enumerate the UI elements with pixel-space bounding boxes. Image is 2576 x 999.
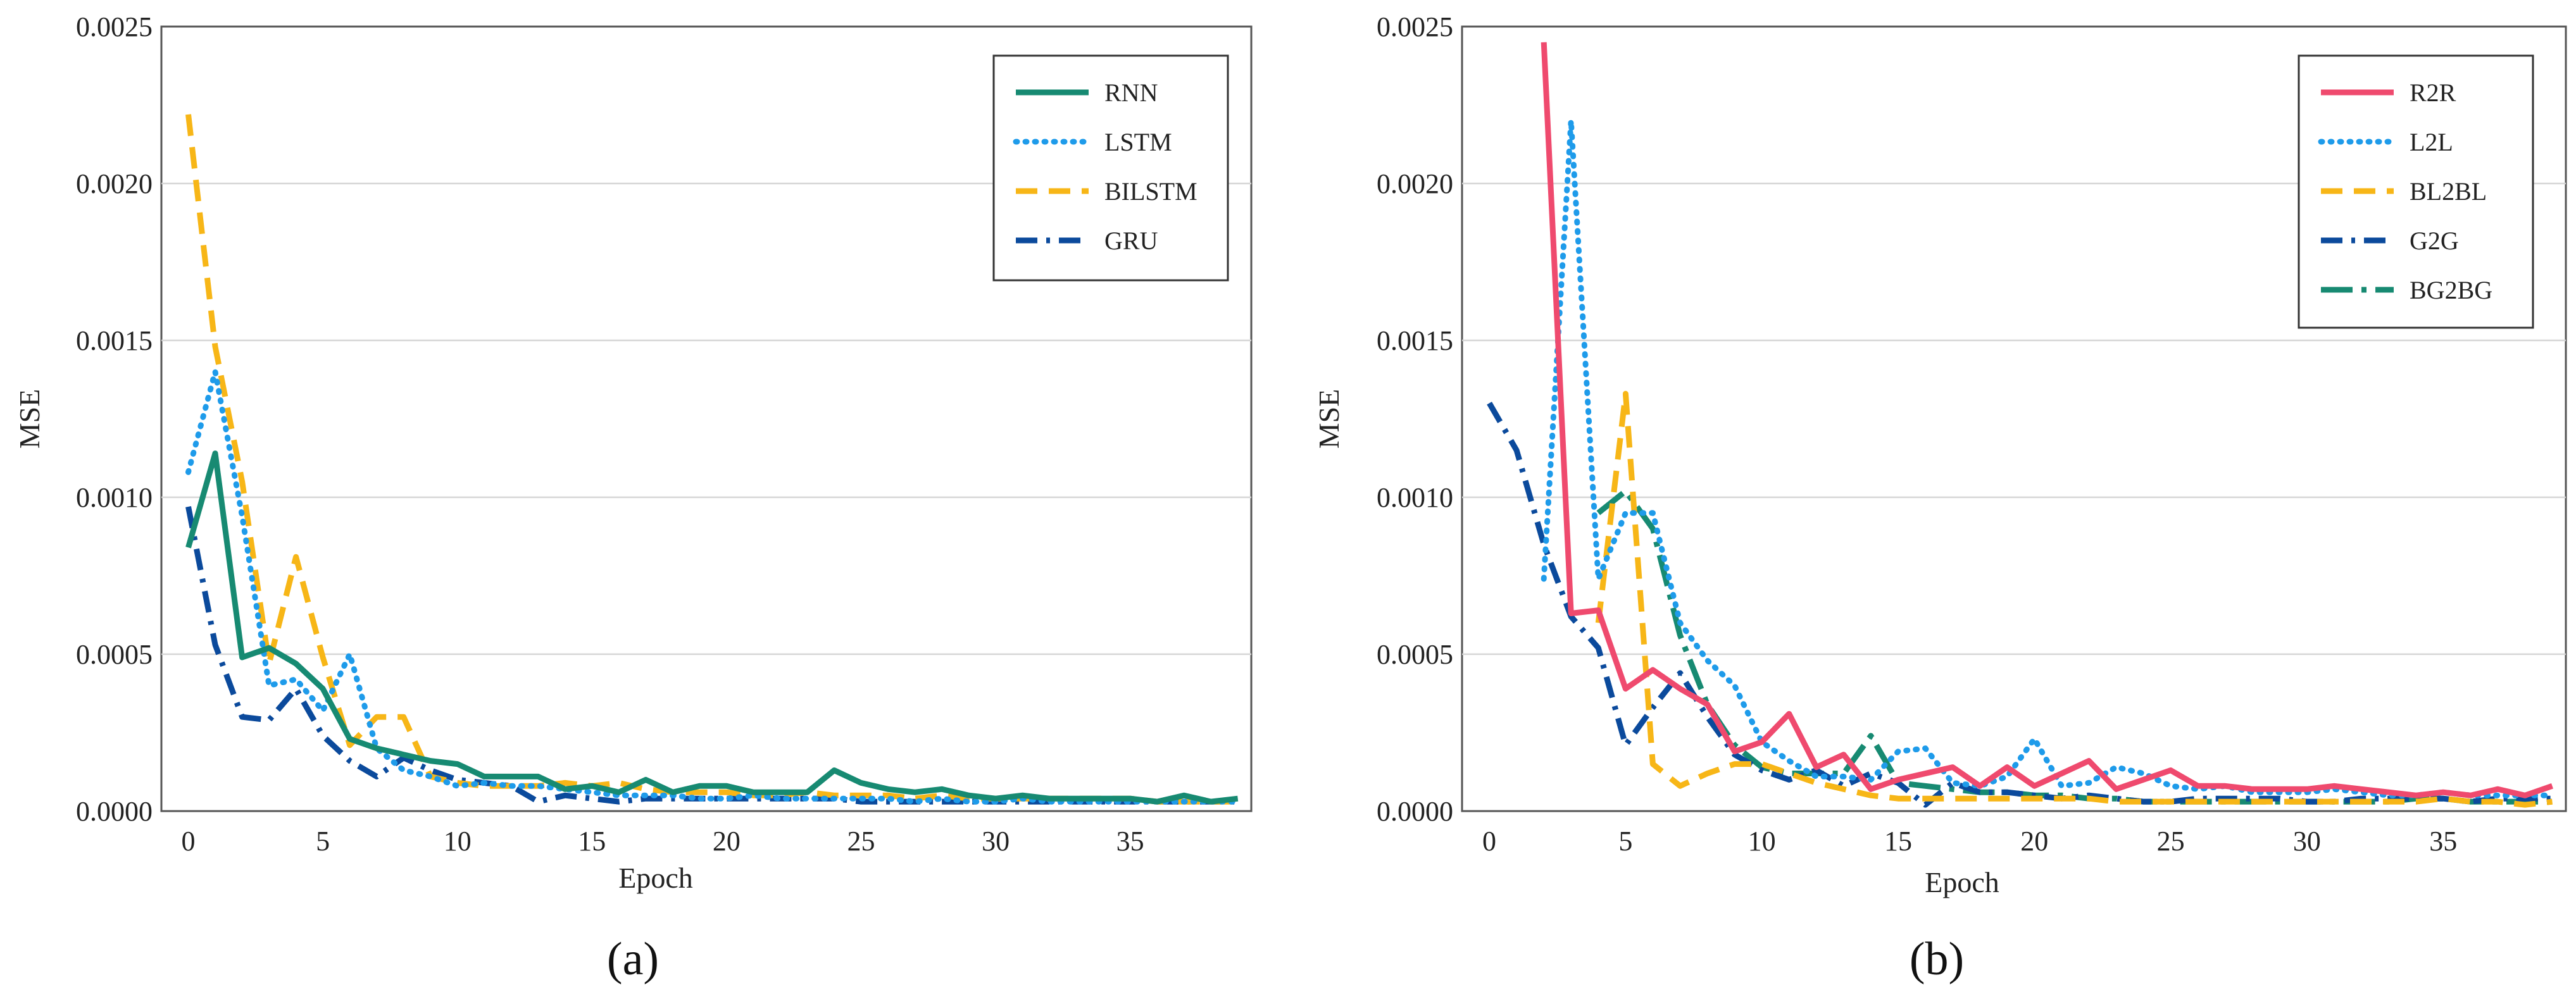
- x-ticks-a: 0 5 10 15 20 25 30 35: [182, 826, 1144, 857]
- y-tick-label: 0.0010: [76, 482, 153, 513]
- panel-label-a: (a): [607, 933, 659, 985]
- legend-b: R2R L2L BL2BL G2G BG2BG: [2298, 54, 2534, 329]
- x-tick-label: 20: [713, 826, 741, 857]
- y-axis-label-b: MSE: [1313, 389, 1345, 449]
- x-ticks-b: 0 5 10 15 20 25 30 35: [1482, 826, 2457, 857]
- y-ticks-b: 0.0000 0.0005 0.0010 0.0015 0.0020 0.0025: [1377, 11, 1453, 827]
- panel-label-b: (b): [1910, 933, 1964, 985]
- y-tick-label: 0.0005: [1377, 639, 1453, 670]
- x-axis-label-b: Epoch: [1925, 866, 1999, 898]
- legend-label-bg2bg: BG2BG: [2410, 276, 2492, 304]
- series-line-r2r: [1541, 42, 2553, 798]
- y-tick-label: 0.0000: [1377, 796, 1453, 827]
- y-tick-label: 0.0020: [1377, 168, 1453, 199]
- y-axis-label-a: MSE: [13, 389, 46, 449]
- legend-label-gru: GRU: [1104, 226, 1158, 255]
- x-tick-label: 5: [316, 826, 330, 857]
- x-tick-label: 35: [1116, 826, 1144, 857]
- y-tick-label: 0.0015: [1377, 325, 1453, 356]
- y-tick-label: 0.0025: [1377, 11, 1453, 42]
- legend-label-lstm: LSTM: [1104, 128, 1172, 156]
- legend-label-rnn: RNN: [1104, 78, 1158, 107]
- series-line-gru: [185, 506, 1238, 805]
- series-lines-b: [1487, 42, 2555, 808]
- series-line-rnn: [185, 450, 1239, 805]
- legend-label-g2g: G2G: [2410, 226, 2459, 255]
- y-tick-label: 0.0005: [76, 639, 153, 670]
- x-tick-label: 25: [847, 826, 875, 857]
- x-tick-label: 0: [1482, 826, 1496, 857]
- y-tick-label: 0.0020: [76, 168, 153, 199]
- chart-panel-b: 0.0000 0.0005 0.0010 0.0015 0.0020 0.0025 0 5 1…: [1313, 11, 2567, 985]
- series-lines-a: [185, 114, 1241, 805]
- series-line-bl2bl: [1595, 390, 2553, 808]
- x-tick-label: 10: [444, 826, 472, 857]
- x-tick-label: 10: [1748, 826, 1776, 857]
- x-tick-label: 15: [1884, 826, 1912, 857]
- x-tick-label: 5: [1618, 826, 1632, 857]
- y-tick-label: 0.0000: [76, 796, 153, 827]
- x-tick-label: 25: [2157, 826, 2185, 857]
- y-tick-label: 0.0015: [76, 325, 153, 356]
- legend-label-bilstm: BILSTM: [1104, 177, 1197, 206]
- legend-label-bl2bl: BL2BL: [2410, 177, 2487, 206]
- x-tick-label: 35: [2429, 826, 2457, 857]
- legend-a: RNN LSTM BILSTM GRU: [992, 54, 1229, 282]
- y-tick-label: 0.0010: [1377, 482, 1453, 513]
- y-ticks-a: 0.0000 0.0005 0.0010 0.0015 0.0020 0.0025: [76, 11, 153, 827]
- legend-label-l2l: L2L: [2410, 128, 2453, 156]
- x-tick-label: 20: [2020, 826, 2048, 857]
- x-tick-label: 15: [578, 826, 606, 857]
- legend-label-r2r: R2R: [2410, 78, 2456, 107]
- x-tick-label: 0: [182, 826, 196, 857]
- x-tick-label: 30: [982, 826, 1010, 857]
- series-line-l2l: [1541, 118, 2555, 798]
- y-tick-label: 0.0025: [76, 11, 153, 42]
- x-axis-label-a: Epoch: [618, 862, 693, 894]
- series-line-lstm: [185, 369, 1241, 805]
- chart-panel-a: 0.0000 0.0005 0.0010 0.0015 0.0020 0.0025 0 5 1…: [13, 11, 1253, 985]
- gridlines-a: [161, 182, 1251, 655]
- x-tick-label: 30: [2293, 826, 2321, 857]
- series-line-g2g: [1487, 401, 2553, 808]
